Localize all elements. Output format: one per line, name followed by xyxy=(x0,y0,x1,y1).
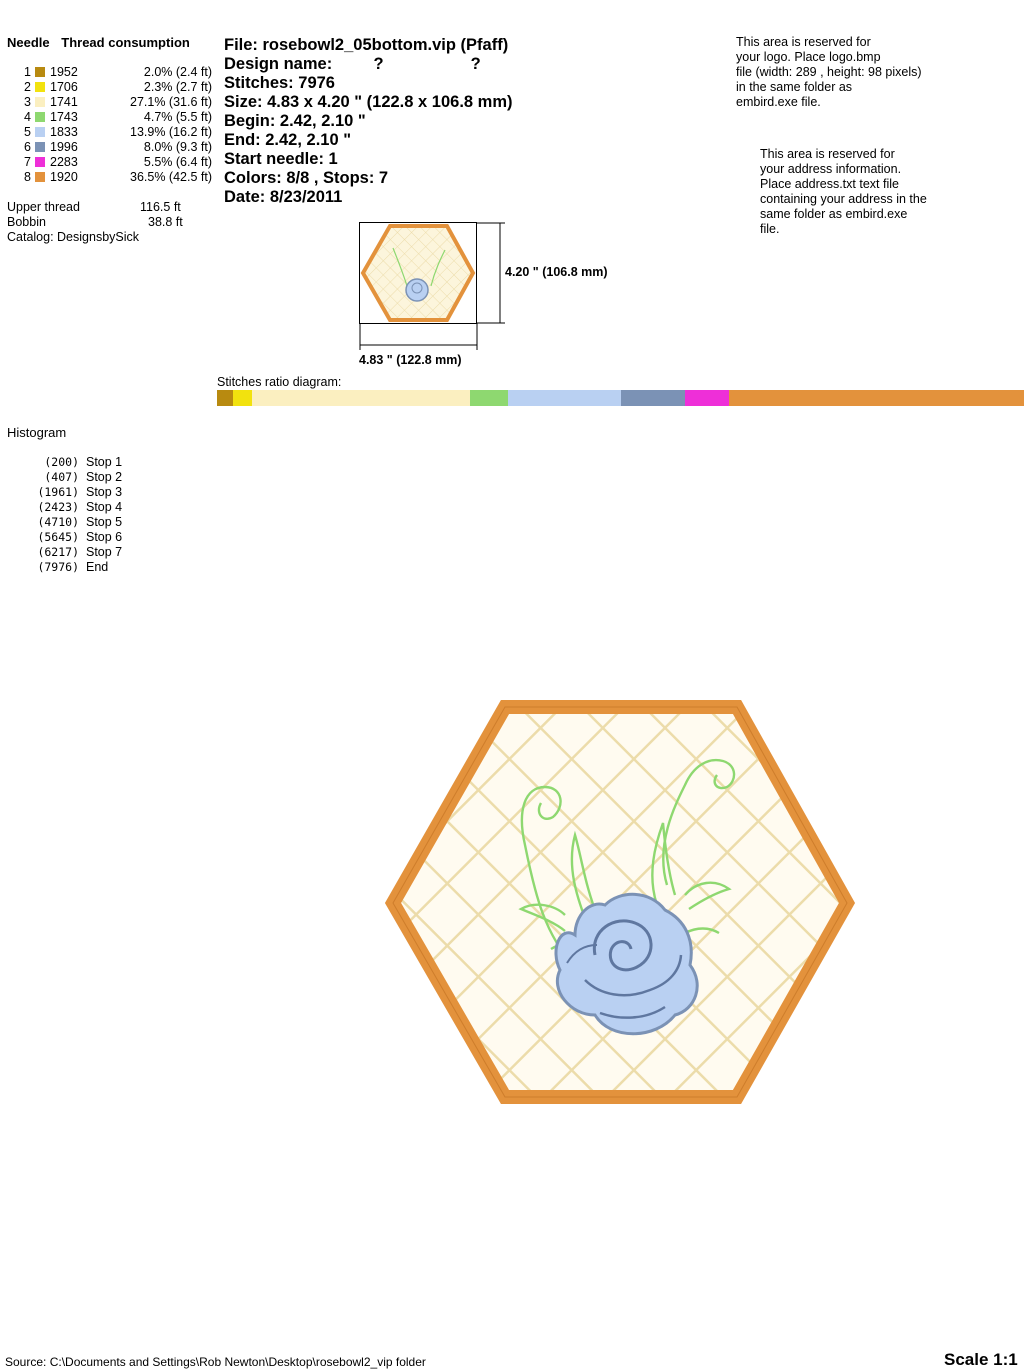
color-swatch xyxy=(35,82,45,92)
ratio-segment xyxy=(233,390,253,406)
color-swatch xyxy=(35,157,45,167)
logo-note-line: file (width: 289 , height: 98 pixels) xyxy=(736,65,922,79)
thread-consumption: 8.0% (9.3 ft) xyxy=(143,140,212,154)
scale-label: Scale 1:1 xyxy=(944,1350,1018,1369)
design-thumbnail xyxy=(359,222,505,350)
address-placeholder-note: This area is reserved for your address i… xyxy=(760,147,927,237)
start-needle: Start needle: 1 xyxy=(224,150,338,168)
address-note-line: same folder as embird.exe xyxy=(760,207,908,221)
color-swatch xyxy=(35,142,45,152)
histogram-list: (200) Stop 1 (407) Stop 2 (1961) Stop 3 (2423)… xyxy=(7,455,207,580)
thread-code: 2283 xyxy=(50,155,78,169)
stop-stitch-count: (1961) xyxy=(37,485,79,499)
ratio-segment xyxy=(470,390,509,406)
green-scroll-stems xyxy=(518,758,736,968)
address-note-line: file. xyxy=(760,222,780,236)
thread-consumption: 36.5% (42.5 ft) xyxy=(130,170,212,184)
design-name: Design name: ? ? xyxy=(224,55,481,73)
address-note-line: This area is reserved for xyxy=(760,147,895,161)
consumption-header: Thread consumption xyxy=(61,35,190,50)
stitch-ratio-bar xyxy=(217,390,1024,406)
needle-number: 2 xyxy=(24,80,31,94)
thread-consumption: 27.1% (31.6 ft) xyxy=(130,95,212,109)
stop-label: End xyxy=(86,560,109,574)
color-swatch xyxy=(35,67,45,77)
color-swatch xyxy=(35,172,45,182)
logo-note-line: your logo. Place logo.bmp xyxy=(736,50,881,64)
address-note-line: containing your address in the xyxy=(760,192,927,206)
color-swatch xyxy=(35,127,45,137)
source-path: Source: C:\Documents and Settings\Rob Ne… xyxy=(5,1355,426,1369)
thread-consumption: 13.9% (16.2 ft) xyxy=(130,125,212,139)
needle-number: 8 xyxy=(24,170,31,184)
begin-position: Begin: 2.42, 2.10 " xyxy=(224,112,366,130)
thread-list: 1 1952 2.0% (2.4 ft) 2 1706 2.3% (2.7 ft) 3 174… xyxy=(7,65,217,190)
ratio-segment xyxy=(251,390,471,406)
ratio-segment xyxy=(685,390,731,406)
design-date: Date: 8/23/2011 xyxy=(224,188,343,206)
upper-thread-label: Upper thread xyxy=(7,200,80,214)
design-preview xyxy=(385,700,856,1104)
stop-label: Stop 1 xyxy=(86,455,123,469)
color-swatch xyxy=(35,112,45,122)
thread-code: 1743 xyxy=(50,110,78,124)
thread-code: 1833 xyxy=(50,125,78,139)
thread-code: 1952 xyxy=(50,65,78,79)
stop-label: Stop 6 xyxy=(86,530,123,544)
stitch-count: Stitches: 7976 xyxy=(224,74,335,92)
ratio-segment xyxy=(620,390,686,406)
stop-stitch-count: (2423) xyxy=(37,500,79,514)
needle-number: 5 xyxy=(24,125,31,139)
thread-consumption: 2.3% (2.7 ft) xyxy=(143,80,212,94)
stop-label: Stop 5 xyxy=(86,515,123,529)
thread-consumption: 4.7% (5.5 ft) xyxy=(143,110,212,124)
address-note-line: Place address.txt text file xyxy=(760,177,899,191)
stop-label: Stop 3 xyxy=(86,485,123,499)
height-dimension-label: 4.20 " (106.8 mm) xyxy=(505,265,608,279)
thread-code: 1996 xyxy=(50,140,78,154)
needle-number: 3 xyxy=(24,95,31,109)
colors-stops: Colors: 8/8 , Stops: 7 xyxy=(224,169,389,187)
blue-rose xyxy=(554,892,699,1036)
stop-stitch-count: (407) xyxy=(44,470,79,484)
ratio-segment xyxy=(508,390,622,406)
stop-label: Stop 2 xyxy=(86,470,123,484)
logo-placeholder-note: This area is reserved for your logo. Pla… xyxy=(736,35,922,110)
width-dimension-label: 4.83 " (122.8 mm) xyxy=(359,353,462,367)
stop-stitch-count: (5645) xyxy=(37,530,79,544)
needle-number: 1 xyxy=(24,65,31,79)
logo-note-line: This area is reserved for xyxy=(736,35,871,49)
stop-label: Stop 4 xyxy=(86,500,123,514)
end-position: End: 2.42, 2.10 " xyxy=(224,131,352,149)
thread-consumption: 2.0% (2.4 ft) xyxy=(143,65,212,79)
bobbin-value: 38.8 ft xyxy=(148,215,183,229)
thread-code: 1741 xyxy=(50,95,78,109)
ratio-segment xyxy=(729,390,1024,406)
bobbin-label: Bobbin xyxy=(7,215,46,229)
stop-stitch-count: (6217) xyxy=(37,545,79,559)
stop-stitch-count: (200) xyxy=(44,455,79,469)
needle-number: 7 xyxy=(24,155,31,169)
thread-code: 1920 xyxy=(50,170,78,184)
histogram-title: Histogram xyxy=(7,425,67,440)
ratio-diagram-label: Stitches ratio diagram: xyxy=(217,375,342,389)
stop-stitch-count: (4710) xyxy=(37,515,79,529)
needle-number: 6 xyxy=(24,140,31,154)
logo-note-line: embird.exe file. xyxy=(736,95,821,109)
upper-thread-value: 116.5 ft xyxy=(140,200,181,214)
catalog-text: Catalog: DesignsbySick xyxy=(7,230,140,244)
stop-stitch-count: (7976) xyxy=(37,560,79,574)
ratio-segment xyxy=(217,390,234,406)
thread-consumption: 5.5% (6.4 ft) xyxy=(143,155,212,169)
design-size: Size: 4.83 x 4.20 " (122.8 x 106.8 mm) xyxy=(224,93,513,111)
thread-table-header: Needle Thread consumption xyxy=(7,35,190,50)
needle-header: Needle xyxy=(7,35,50,50)
thread-code: 1706 xyxy=(50,80,78,94)
color-swatch xyxy=(35,97,45,107)
address-note-line: your address information. xyxy=(760,162,902,176)
logo-note-line: in the same folder as xyxy=(736,80,853,94)
stop-label: Stop 7 xyxy=(86,545,123,559)
file-name: File: rosebowl2_05bottom.vip (Pfaff) xyxy=(224,36,509,54)
needle-number: 4 xyxy=(24,110,31,124)
